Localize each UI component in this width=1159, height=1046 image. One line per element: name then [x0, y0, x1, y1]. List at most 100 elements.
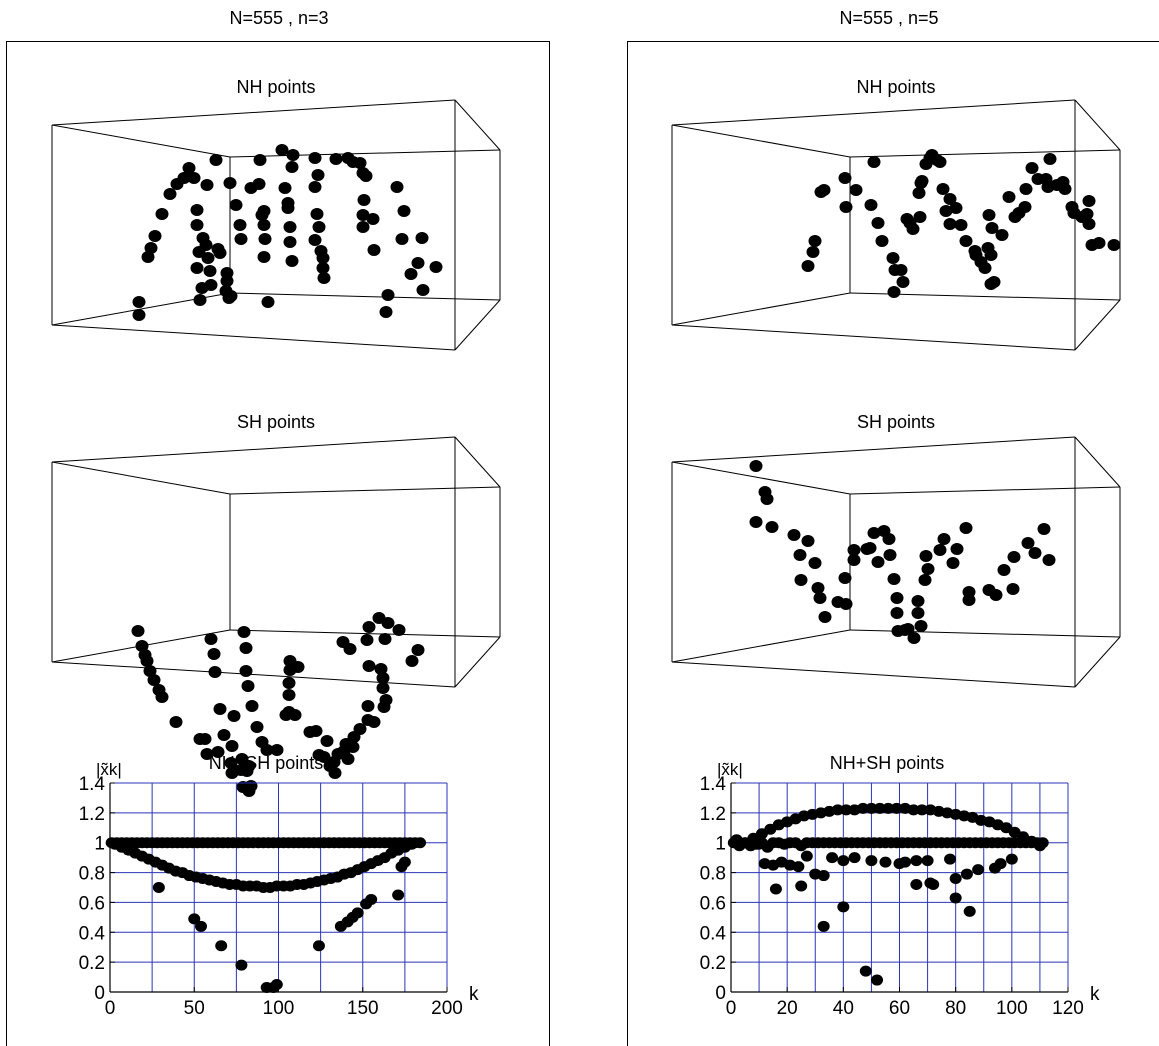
nh-right-point: [806, 246, 820, 258]
data-point: [826, 852, 839, 864]
nh-left-point: [258, 233, 272, 245]
box3d-right-nh: [671, 99, 1121, 351]
data-point: [351, 907, 364, 919]
data-point: [890, 802, 903, 814]
sh-left-point: [204, 633, 218, 645]
sh-right-point: [867, 527, 881, 539]
sh-right-point: [937, 533, 951, 545]
sh-right-point: [887, 573, 901, 585]
sh-left-point: [405, 655, 419, 667]
sh-right-point: [1006, 583, 1020, 595]
x-tick-label: 120: [1052, 998, 1084, 1019]
data-point: [1005, 853, 1018, 865]
sh-right-point: [997, 564, 1011, 576]
nh-right-point: [875, 235, 889, 247]
sh-right-point: [890, 592, 904, 604]
nh-right-point: [936, 183, 950, 195]
sh-left-point: [279, 709, 293, 721]
sh-right-point: [1042, 554, 1056, 566]
x-tick-label: 100: [996, 998, 1028, 1019]
scatter-plot-left: 0 50 100 150 200 0 0.2 0.4 0.6 0.8 1 1.2 1.4 k |x̃k|: [79, 760, 479, 1019]
sh-left-point: [155, 691, 169, 703]
nh-right-point: [808, 235, 822, 247]
data-point: [873, 802, 886, 814]
sh-right-point: [749, 516, 763, 528]
data-point: [215, 940, 228, 952]
sh-right-point: [794, 574, 808, 586]
sh-left-point: [217, 729, 231, 741]
sh-left-point: [207, 648, 221, 660]
nh-left-edge: [454, 99, 501, 151]
data-point: [365, 893, 378, 905]
sh-left-point: [208, 666, 222, 678]
sh-left-point: [288, 709, 302, 721]
nh-left-point: [257, 219, 271, 231]
data-point: [817, 920, 830, 932]
panel-frame-left: [6, 41, 550, 1046]
sh-left-point: [379, 694, 393, 706]
data-point: [899, 856, 912, 868]
sh-left-point: [270, 744, 284, 756]
sh-title-left: SH points: [237, 412, 315, 432]
panel-title-left: N=555 , n=3: [229, 8, 329, 28]
sh-left-edge: [454, 636, 501, 688]
y-tick-label: 1: [715, 834, 726, 855]
data-point: [817, 870, 830, 882]
sh-right-point: [946, 557, 960, 569]
sh-right-point: [793, 549, 807, 561]
nh-right-point: [982, 209, 996, 221]
scatter-plot-right: 0 20 40 60 80 100 120 0 0.2 0.4 0.6 0.8 1 1.2 1.4 k |x̃k…: [700, 760, 1100, 1019]
sh-left-point: [211, 746, 225, 758]
sh-right-point: [1037, 523, 1051, 535]
nh-right-point: [1082, 218, 1096, 230]
sh-left-edge: [51, 461, 231, 495]
nh-left-point: [416, 284, 430, 296]
nh-right-point: [849, 184, 863, 196]
nh-left-point: [255, 209, 269, 221]
data-point: [960, 868, 973, 880]
nh-left-point: [132, 309, 146, 321]
data-point: [907, 804, 920, 816]
sh-title-right: SH points: [857, 412, 935, 432]
y-tick-label: 1: [94, 834, 105, 855]
sh-right-point: [765, 521, 779, 533]
sh-right-point: [911, 607, 925, 619]
data-point: [800, 850, 813, 862]
box3d-left-sh: [51, 436, 501, 797]
nh-left-point: [223, 177, 237, 189]
nh-left-point: [395, 233, 409, 245]
y-tick-label: 1.4: [700, 774, 727, 795]
nh-left-point: [310, 208, 324, 220]
sh-left-point: [242, 760, 256, 772]
data-point: [910, 855, 923, 867]
sh-right-point: [818, 611, 832, 623]
nh-right-edge: [1074, 99, 1121, 151]
sh-left-point: [346, 741, 360, 753]
nh-left-point: [366, 213, 380, 225]
sh-right-edge: [671, 461, 851, 495]
nh-right-point: [1082, 195, 1096, 207]
nh-left-point: [201, 252, 215, 264]
data-point: [840, 804, 853, 816]
nh-right-point: [864, 199, 878, 211]
panel-frame-right: [627, 41, 1159, 1046]
y-tick-label: 0.6: [79, 893, 105, 914]
data-point: [921, 855, 934, 867]
data-point: [769, 883, 782, 895]
nh-left-point: [329, 153, 343, 165]
sh-left-point: [362, 660, 376, 672]
sh-left-point: [392, 624, 406, 636]
sh-left-point: [131, 625, 145, 637]
nh-left-edge: [51, 124, 231, 158]
x-axis-label: k: [469, 984, 479, 1005]
nh-left-edge: [454, 299, 501, 351]
nh-left-point: [275, 144, 289, 156]
nh-left-point: [316, 262, 330, 274]
data-point: [795, 880, 808, 892]
nh-left-point: [177, 172, 191, 184]
sh-right-point: [801, 535, 815, 547]
nh-right-point: [1019, 183, 1033, 195]
nh-left-point: [195, 282, 209, 294]
sh-right-point: [808, 557, 822, 569]
nh-right-point: [887, 286, 901, 298]
